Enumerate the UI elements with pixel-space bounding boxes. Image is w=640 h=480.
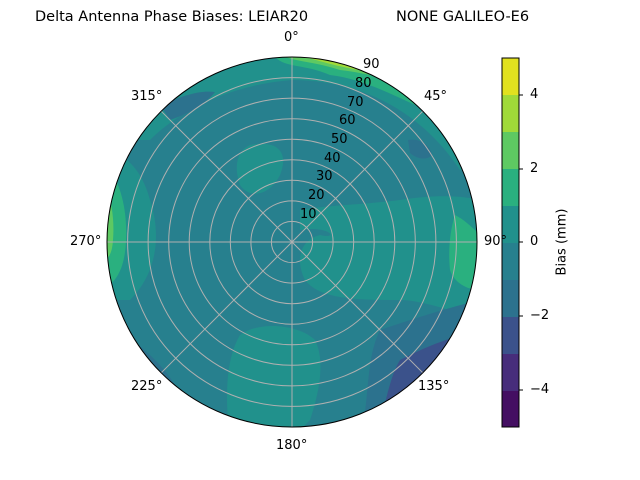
angle-label-135: 135° [418, 379, 450, 394]
colorbar-tick-minus4: −4 [530, 382, 550, 397]
colorbar-tick-2: 2 [530, 161, 539, 176]
radial-label-80: 80 [355, 76, 372, 91]
colorbar-label: Bias (mm) [554, 208, 570, 276]
radial-label-70: 70 [347, 95, 364, 110]
colorbar-tick-minus2: −2 [530, 308, 550, 323]
radial-label-10: 10 [300, 207, 317, 222]
radial-label-30: 30 [316, 169, 333, 184]
chart-title-left: Delta Antenna Phase Biases: LEIAR20 [35, 9, 309, 25]
colorbar-tick-4: 4 [530, 87, 539, 102]
radial-label-50: 50 [331, 132, 348, 147]
radial-label-60: 60 [339, 113, 356, 128]
chart-title-right: NONE GALILEO-E6 [396, 9, 530, 25]
angle-label-315: 315° [131, 89, 163, 104]
polar-frame [106, 56, 478, 428]
radial-label-40: 40 [324, 151, 341, 166]
angle-label-45: 45° [424, 89, 448, 104]
colorbar [501, 57, 523, 428]
angle-label-90: 90° [484, 234, 508, 249]
angle-label-270: 270° [70, 234, 102, 249]
colorbar-tick-0: 0 [530, 234, 539, 249]
angle-label-0: 0° [284, 30, 299, 45]
polar-grid [107, 57, 477, 427]
radial-label-20: 20 [308, 188, 325, 203]
angle-label-225: 225° [131, 379, 163, 394]
radial-label-90: 90 [363, 57, 380, 72]
angle-label-180: 180° [276, 438, 308, 453]
